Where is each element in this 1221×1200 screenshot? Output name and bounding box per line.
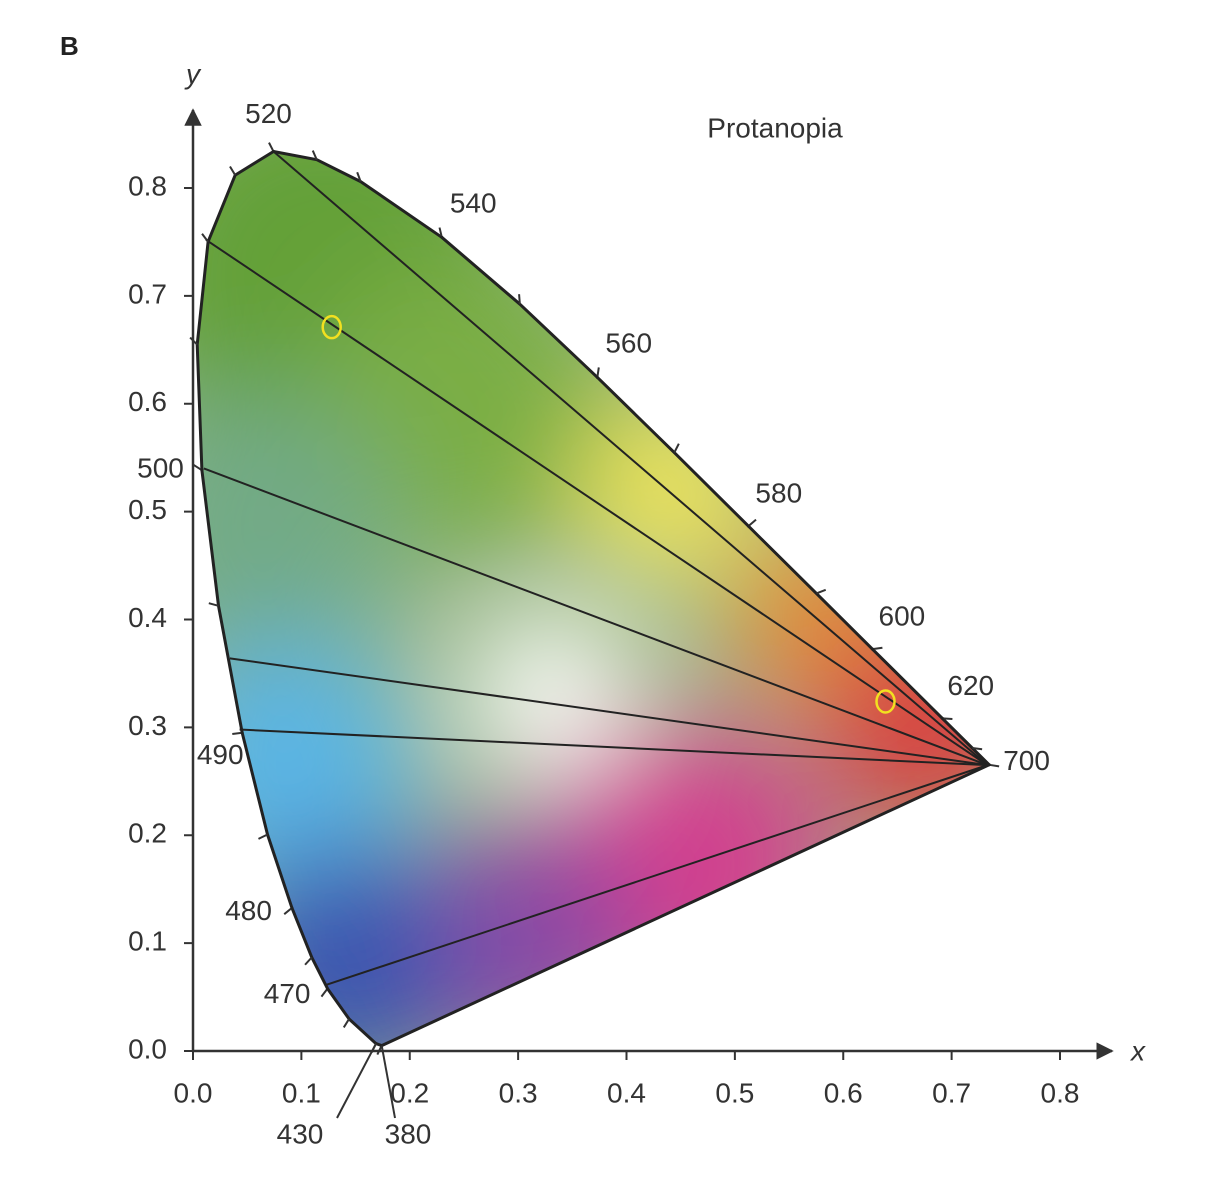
wavelength-label: 480: [225, 895, 272, 926]
wavelength-label: 620: [947, 670, 994, 701]
locus-tick: [989, 763, 1000, 768]
locus-tick: [311, 150, 318, 161]
x-tick-label: 0.6: [824, 1077, 863, 1108]
y-tick-label: 0.3: [128, 710, 167, 741]
y-tick-label: 0.8: [128, 170, 167, 201]
locus-tick: [356, 171, 362, 182]
locus-tick: [283, 907, 293, 915]
locus-tick: [268, 142, 275, 152]
wavelength-point: [940, 716, 944, 720]
confusion-line: [205, 238, 988, 766]
chart-title: Protanopia: [707, 112, 843, 143]
wavelength-label: 600: [879, 601, 926, 632]
x-tick-label: 0.7: [932, 1077, 971, 1108]
confusion-line: [324, 764, 988, 987]
wavelength-point: [595, 375, 599, 379]
locus-tick: [304, 956, 313, 966]
locus-tick: [518, 294, 521, 305]
locus-tick: [816, 588, 827, 595]
wavelength-point: [200, 468, 204, 472]
locus-tick: [942, 717, 953, 721]
y-tick-label: 0.4: [128, 602, 167, 633]
locus-tick: [320, 988, 329, 998]
wavelength-point: [272, 150, 276, 154]
wavelength-label: 430: [277, 1118, 324, 1149]
confusion-line: [203, 467, 988, 767]
wavelength-label: 500: [137, 453, 184, 484]
wavelength-label: 540: [450, 188, 497, 219]
wavelength-label: 470: [264, 978, 311, 1009]
locus-tick: [596, 367, 600, 378]
locus-tick: [872, 646, 883, 651]
wavelength-label: 580: [755, 477, 802, 508]
confusion-line: [239, 728, 988, 767]
locus-tick: [229, 165, 237, 176]
confusion-line: [229, 657, 988, 767]
locus-tick: [747, 518, 757, 527]
locus-tick: [438, 227, 443, 238]
locus-tick: [192, 463, 203, 472]
confusion-line: [272, 150, 989, 766]
locus-tick: [972, 746, 983, 751]
y-tick-label: 0.2: [128, 818, 167, 849]
y-tick-label: 0.7: [128, 278, 167, 309]
x-tick-label: 0.3: [499, 1077, 538, 1108]
y-tick-label: 0.0: [128, 1033, 167, 1064]
wavelength-point: [746, 524, 750, 528]
gamut-fill: [197, 151, 990, 1046]
wavelength-point: [290, 906, 294, 910]
x-axis-label: x: [1129, 1035, 1146, 1066]
locus-tick: [258, 833, 268, 840]
x-tick-label: 0.0: [174, 1077, 213, 1108]
wavelength-label: 700: [1003, 745, 1050, 776]
x-tick-label: 0.2: [390, 1077, 429, 1108]
locus-tick: [208, 602, 219, 607]
panel-label: B: [60, 31, 79, 61]
wavelength-label: 380: [385, 1118, 432, 1149]
wavelength-point: [987, 763, 991, 767]
locus-tick: [232, 731, 243, 735]
y-tick-label: 0.6: [128, 386, 167, 417]
y-axis-label: y: [184, 58, 202, 89]
locus-tick: [201, 233, 209, 243]
marker-circle: [875, 689, 896, 714]
label-leader: [380, 1045, 396, 1119]
locus-tick: [189, 336, 198, 346]
wavelength-label: 490: [197, 739, 244, 770]
x-tick-label: 0.4: [607, 1077, 646, 1108]
wavelength-point: [325, 987, 329, 991]
locus-tick: [673, 443, 680, 454]
y-tick-label: 0.5: [128, 494, 167, 525]
locus-tick: [342, 1018, 350, 1028]
wavelength-label: 520: [245, 98, 292, 129]
wavelength-point: [440, 235, 444, 239]
wavelength-point: [240, 731, 244, 735]
x-tick-label: 0.8: [1041, 1077, 1080, 1108]
x-tick-label: 0.1: [282, 1077, 321, 1108]
marker-circle: [321, 314, 342, 340]
label-leader: [336, 1043, 377, 1119]
wavelength-point: [871, 647, 875, 651]
y-tick-label: 0.1: [128, 926, 167, 957]
wavelength-label: 560: [605, 328, 652, 359]
x-tick-label: 0.5: [715, 1077, 754, 1108]
